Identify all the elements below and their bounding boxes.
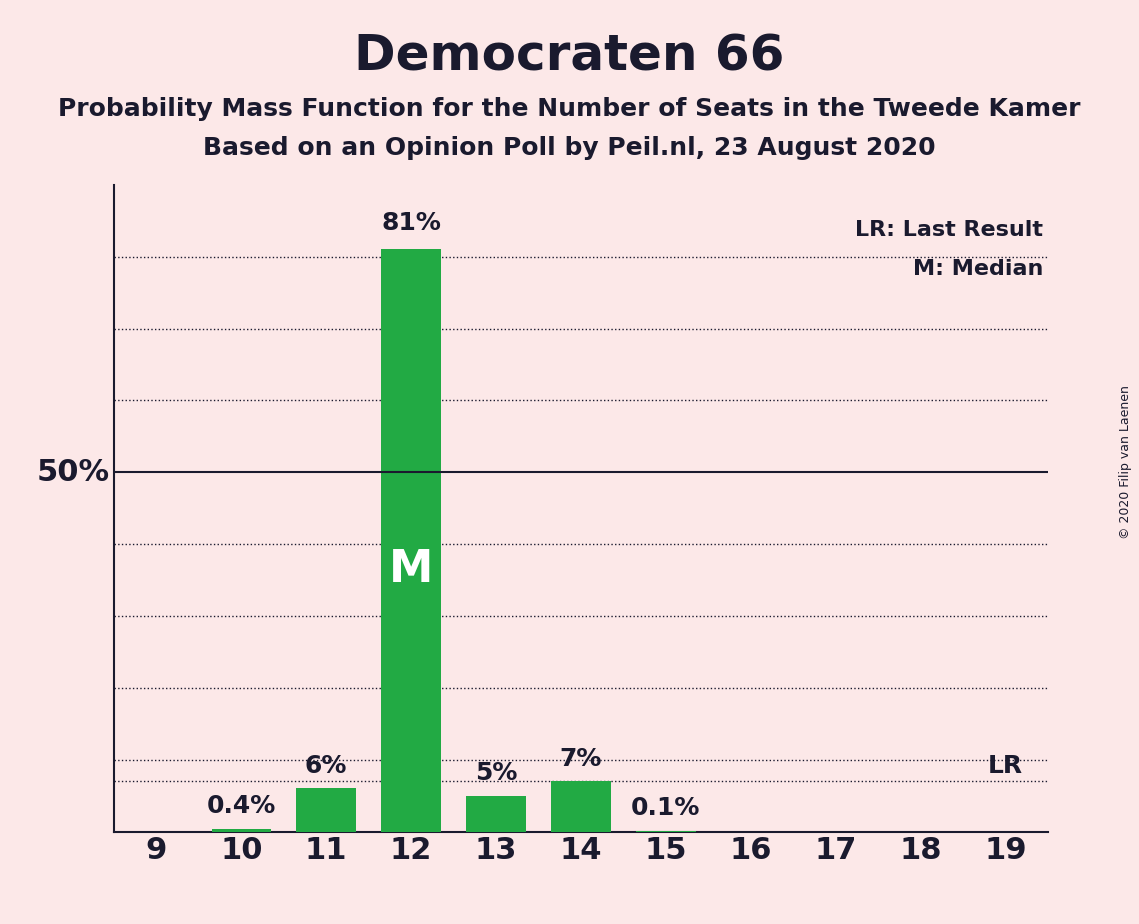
Bar: [551, 782, 611, 832]
Text: M: Median: M: Median: [912, 259, 1043, 279]
Text: 50%: 50%: [36, 457, 109, 487]
Text: M: M: [388, 548, 433, 591]
Text: 0.4%: 0.4%: [206, 794, 276, 818]
Bar: [382, 249, 441, 832]
Text: 5%: 5%: [475, 760, 517, 784]
Text: LR: LR: [988, 754, 1023, 778]
Text: Based on an Opinion Poll by Peil.nl, 23 August 2020: Based on an Opinion Poll by Peil.nl, 23 …: [203, 136, 936, 160]
Text: 6%: 6%: [305, 754, 347, 778]
Text: 81%: 81%: [382, 211, 441, 235]
Text: Democraten 66: Democraten 66: [354, 32, 785, 80]
Text: 0.1%: 0.1%: [631, 796, 700, 821]
Bar: [466, 796, 526, 832]
Text: © 2020 Filip van Laenen: © 2020 Filip van Laenen: [1118, 385, 1132, 539]
Text: 7%: 7%: [559, 747, 603, 771]
Text: Probability Mass Function for the Number of Seats in the Tweede Kamer: Probability Mass Function for the Number…: [58, 97, 1081, 121]
Bar: [296, 788, 355, 832]
Text: LR: Last Result: LR: Last Result: [855, 221, 1043, 240]
Bar: [212, 829, 271, 832]
